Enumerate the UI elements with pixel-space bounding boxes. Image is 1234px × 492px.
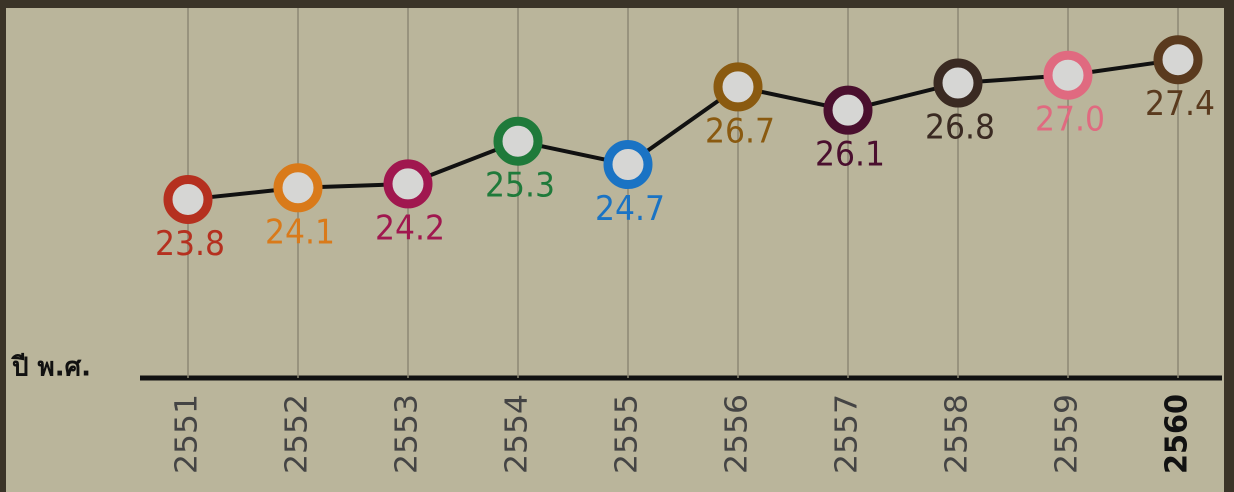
x-tick-label: 2557 <box>830 394 865 474</box>
marker <box>388 164 428 204</box>
marker <box>608 145 648 185</box>
x-tick-label: 2555 <box>610 394 645 474</box>
marker <box>828 90 868 130</box>
x-tick-label: 2553 <box>390 394 425 474</box>
marker <box>938 63 978 103</box>
x-tick-label: 2551 <box>170 394 205 474</box>
x-tick-label: 2558 <box>940 394 975 474</box>
chart: ปี พ.ศ. 2551 2552 2553 2554 2555 2556 2557 2558… <box>0 0 1234 492</box>
x-axis-label: ปี พ.ศ. <box>11 353 91 383</box>
marker <box>278 168 318 208</box>
marker <box>718 67 758 107</box>
data-label: 25.3 <box>485 166 555 206</box>
x-tick-label: 2552 <box>280 394 315 474</box>
data-label: 24.2 <box>375 208 445 248</box>
x-tick-label: 2556 <box>720 394 755 474</box>
data-label: 26.8 <box>925 107 995 147</box>
page: {"chart_data": {"type": "line", "x_label… <box>0 0 1234 492</box>
marker <box>1158 40 1198 80</box>
data-label: 27.0 <box>1035 100 1105 140</box>
data-label: 26.1 <box>815 135 885 175</box>
marker <box>168 179 208 219</box>
data-label: 27.4 <box>1145 84 1215 124</box>
data-label: 24.7 <box>595 189 665 229</box>
x-tick-label: 2554 <box>500 394 535 474</box>
data-label: 24.1 <box>265 212 335 252</box>
x-tick-label: 2560 <box>1160 394 1195 474</box>
marker <box>498 121 538 161</box>
x-tick-label: 2559 <box>1050 394 1085 474</box>
marker <box>1048 55 1088 95</box>
data-label: 26.7 <box>705 111 775 151</box>
data-label: 23.8 <box>155 224 225 264</box>
